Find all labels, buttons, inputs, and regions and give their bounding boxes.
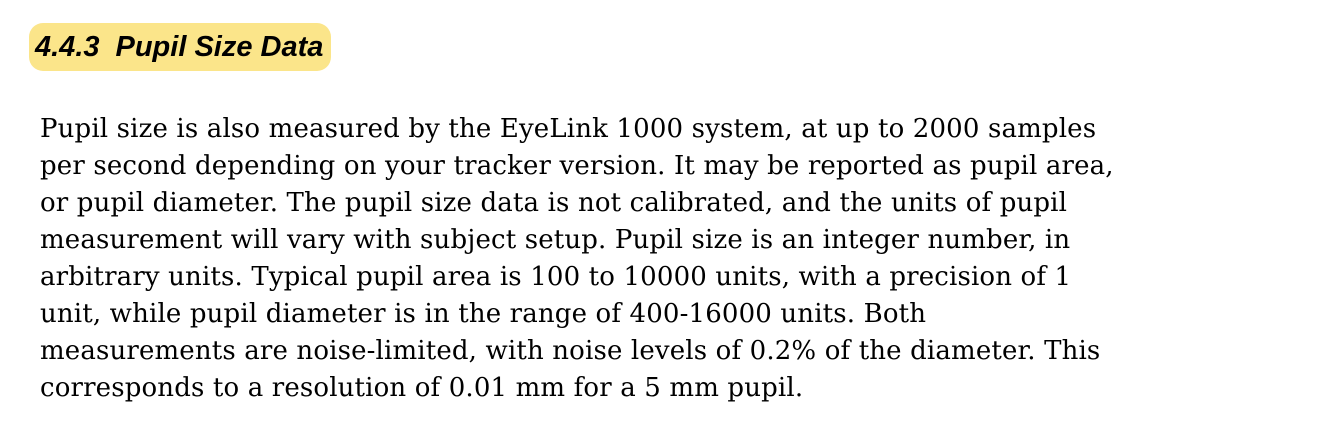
paragraph-line: unit, while pupil diameter is in the ran… bbox=[40, 299, 927, 329]
paragraph-line: measurements are noise-limited, with noi… bbox=[40, 336, 1101, 366]
paragraph-line: Pupil size is also measured by the EyeLi… bbox=[40, 114, 1097, 144]
section-title: Pupil Size Data bbox=[115, 30, 324, 63]
paragraph-line: arbitrary units. Typical pupil area is 1… bbox=[40, 262, 1072, 292]
paragraph-line: measurement will vary with subject setup… bbox=[40, 225, 1071, 255]
paragraph-line: corresponds to a resolution of 0.01 mm f… bbox=[40, 373, 804, 403]
body-paragraph: Pupil size is also measured by the EyeLi… bbox=[40, 111, 1320, 407]
paragraph-line: per second depending on your tracker ver… bbox=[40, 151, 1114, 181]
paragraph-line: or pupil diameter. The pupil size data i… bbox=[40, 188, 1068, 218]
section-heading-highlight: 4.4.3 Pupil Size Data bbox=[29, 23, 332, 71]
section-number: 4.4.3 bbox=[35, 30, 100, 63]
section-heading: 4.4.3 Pupil Size Data bbox=[35, 31, 323, 64]
